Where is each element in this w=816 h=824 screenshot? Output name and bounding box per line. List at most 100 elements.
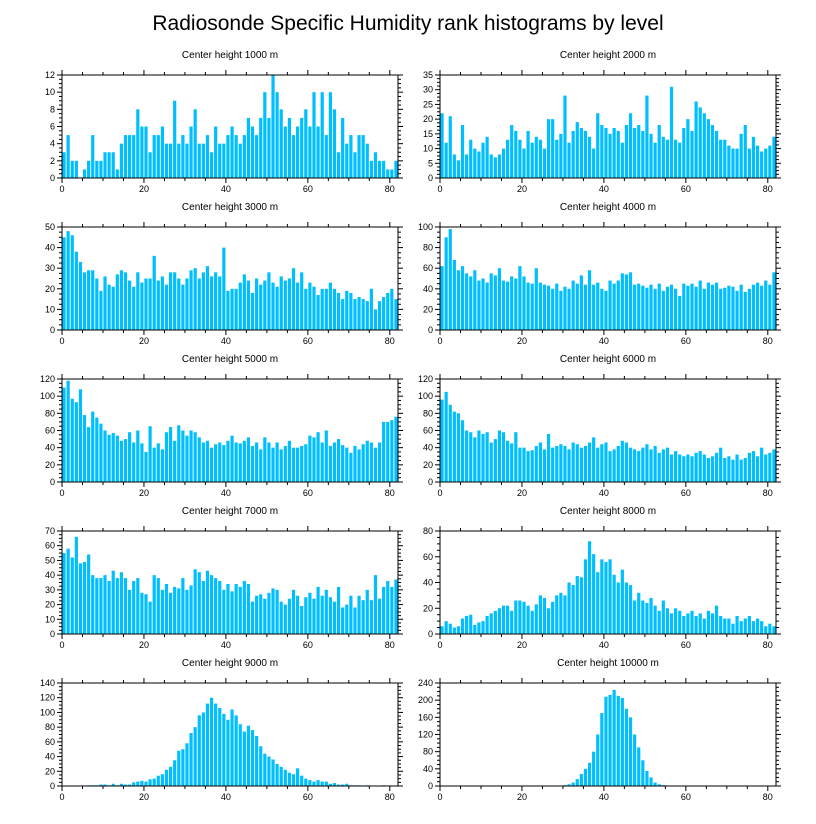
histogram-bar [649, 777, 653, 786]
histogram-bar [743, 457, 747, 482]
y-tick-label: 0 [428, 781, 433, 791]
histogram-bar [514, 432, 518, 482]
y-tick-label: 240 [418, 678, 433, 688]
histogram-bar [469, 614, 473, 634]
histogram-bar [136, 109, 140, 178]
histogram-bar [649, 597, 653, 634]
histogram-bar [649, 284, 653, 330]
histogram-bar [214, 578, 218, 634]
histogram-bar [324, 135, 328, 178]
histogram-bar [382, 421, 386, 482]
histogram-bar [230, 288, 234, 330]
histogram-bar [608, 133, 612, 178]
x-tick-label: 20 [139, 792, 149, 802]
histogram-bar [579, 275, 583, 330]
histogram-bar [218, 442, 222, 482]
histogram-bar [755, 618, 760, 634]
histogram-bar [128, 432, 132, 482]
histogram-bar [571, 442, 575, 482]
histogram-bar [493, 275, 497, 330]
x-tick-label: 40 [221, 792, 231, 802]
histogram-bar [263, 753, 267, 786]
panel-title: Center height 5000 m [182, 354, 278, 365]
histogram-bar [522, 447, 526, 482]
histogram-bar [369, 160, 373, 178]
histogram-bar [592, 284, 596, 330]
histogram-bar [501, 605, 506, 634]
histogram-bar [592, 554, 596, 634]
histogram-bar [328, 282, 332, 330]
histogram-bar [140, 443, 144, 483]
histogram-bar [156, 578, 160, 634]
x-tick-label: 0 [59, 792, 64, 802]
histogram-bar [156, 135, 160, 178]
histogram-bar [723, 618, 727, 634]
histogram-bar [489, 273, 493, 330]
histogram-bar [760, 151, 764, 178]
histogram-bar [349, 292, 353, 330]
histogram-bar [66, 548, 70, 634]
histogram-bar [119, 270, 124, 330]
histogram-bar [365, 440, 369, 482]
histogram-bar [608, 695, 612, 786]
histogram-bar [279, 601, 283, 634]
y-tick-label: 100 [418, 391, 433, 401]
y-tick-label: 100 [40, 391, 55, 401]
histogram-bar [743, 125, 747, 178]
histogram-panel-8: 0 20 40 60 80 0 20 40 60 80 Center height 8000 m [423, 506, 781, 650]
histogram-bar [514, 130, 518, 178]
histogram-bar [246, 437, 251, 482]
histogram-bar [296, 768, 300, 786]
histogram-bar [324, 288, 328, 330]
histogram-bar [551, 288, 555, 330]
histogram-bar [164, 769, 169, 786]
y-tick-label: 40 [45, 243, 55, 253]
histogram-bar [723, 139, 727, 178]
histogram-bar [332, 288, 337, 330]
histogram-bar [197, 572, 201, 634]
histogram-bar [296, 126, 300, 178]
histogram-bar [234, 135, 238, 178]
y-tick-label: 80 [45, 408, 55, 418]
histogram-bar [296, 447, 300, 482]
histogram-bar [304, 288, 308, 330]
histogram-bar [226, 583, 230, 634]
y-tick-label: 30 [423, 85, 433, 95]
histogram-bar [571, 280, 575, 330]
histogram-bar [665, 286, 670, 330]
x-tick-label: 60 [681, 792, 691, 802]
histogram-bar [193, 109, 197, 178]
y-tick-label: 20 [423, 460, 433, 470]
histogram-bar [234, 288, 238, 330]
histogram-bar [365, 589, 369, 634]
y-tick-label: 0 [50, 325, 55, 335]
histogram-bar [300, 606, 304, 634]
histogram-bar [164, 284, 169, 330]
histogram-bar [604, 290, 608, 330]
histogram-bar [719, 288, 723, 330]
histogram-bar [592, 751, 596, 786]
histogram-bar [526, 605, 530, 634]
histogram-bar [267, 117, 271, 178]
histogram-bar [579, 127, 583, 178]
histogram-bar [497, 430, 502, 482]
histogram-bar [99, 290, 103, 330]
histogram-bar [620, 273, 624, 330]
histogram-bar [95, 160, 99, 178]
histogram-bar [473, 270, 477, 330]
histogram-bar [78, 563, 83, 634]
histogram-bar [308, 126, 312, 178]
x-tick-label: 60 [303, 336, 313, 346]
histogram-bar [255, 442, 259, 482]
histogram-bar [111, 783, 115, 786]
histogram-bar [510, 443, 514, 483]
histogram-bar [444, 142, 448, 178]
x-tick-label: 40 [221, 336, 231, 346]
histogram-bar [702, 454, 706, 482]
histogram-bar [197, 143, 201, 178]
y-tick-label: 140 [40, 678, 55, 688]
histogram-bar [743, 618, 747, 634]
histogram-bar [160, 126, 164, 178]
histogram-bar [132, 442, 136, 482]
histogram-bar [690, 130, 694, 178]
